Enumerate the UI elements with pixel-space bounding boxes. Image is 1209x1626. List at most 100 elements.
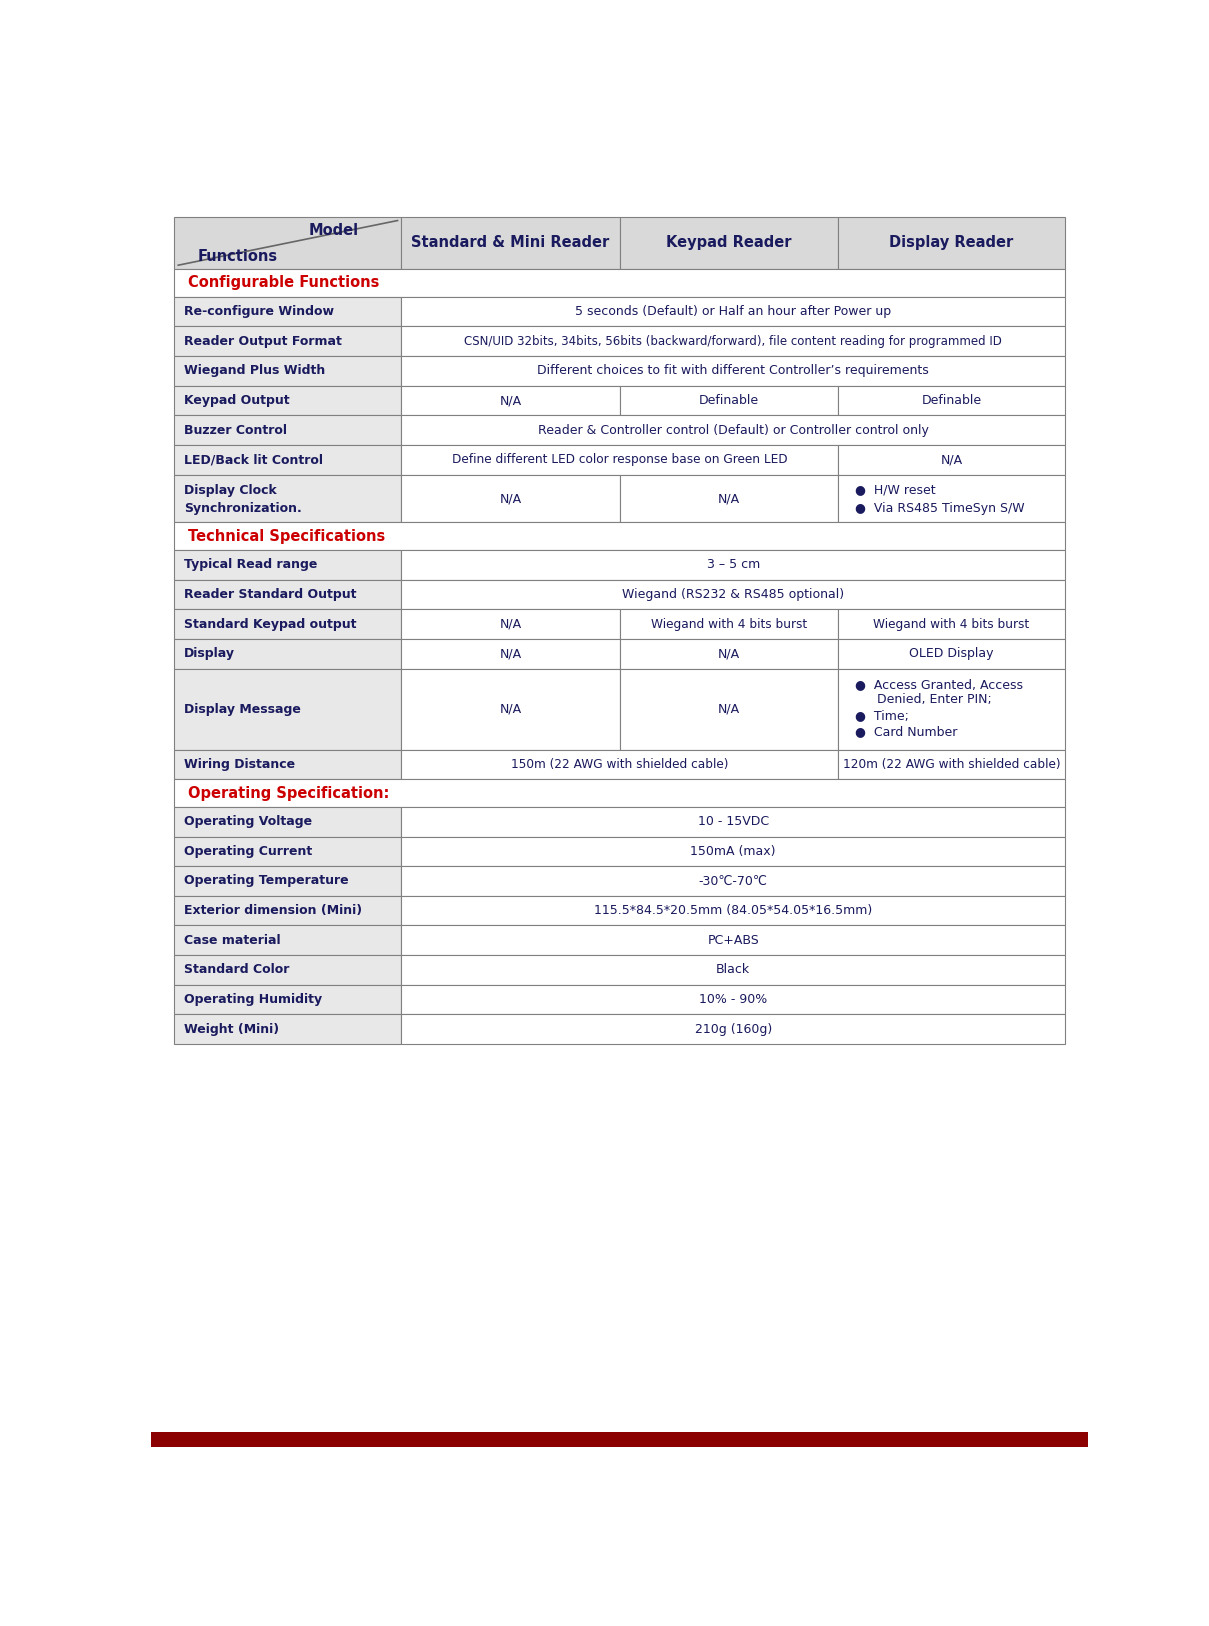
Text: Wiegand Plus Width: Wiegand Plus Width xyxy=(184,364,325,377)
Bar xyxy=(174,750,401,779)
Text: 150m (22 AWG with shielded cable): 150m (22 AWG with shielded cable) xyxy=(511,758,728,771)
Text: Synchronization.: Synchronization. xyxy=(184,501,301,514)
Bar xyxy=(401,550,1065,580)
Text: Model: Model xyxy=(308,223,358,237)
Bar xyxy=(174,954,401,985)
Bar xyxy=(401,580,1065,610)
Text: Buzzer Control: Buzzer Control xyxy=(184,424,287,437)
Text: Display Clock: Display Clock xyxy=(184,485,277,498)
Text: N/A: N/A xyxy=(499,493,521,506)
Text: Wiegand with 4 bits burst: Wiegand with 4 bits burst xyxy=(873,618,1029,631)
Bar xyxy=(838,610,1065,639)
Text: Display Reader: Display Reader xyxy=(889,236,1013,250)
Text: N/A: N/A xyxy=(718,702,740,715)
Text: ●  H/W reset: ● H/W reset xyxy=(855,483,936,496)
Text: Different choices to fit with different Controller’s requirements: Different choices to fit with different … xyxy=(537,364,929,377)
Bar xyxy=(401,356,1065,385)
Bar xyxy=(174,522,1065,550)
Bar xyxy=(174,550,401,580)
Bar xyxy=(838,385,1065,415)
Text: PC+ABS: PC+ABS xyxy=(707,933,759,946)
Text: Operating Humidity: Operating Humidity xyxy=(184,993,322,1006)
Text: Wiring Distance: Wiring Distance xyxy=(184,758,295,771)
Bar xyxy=(838,475,1065,522)
Bar xyxy=(174,1015,401,1044)
Bar xyxy=(619,216,838,268)
Text: Exterior dimension (Mini): Exterior dimension (Mini) xyxy=(184,904,361,917)
Text: ●  Via RS485 TimeSyn S/W: ● Via RS485 TimeSyn S/W xyxy=(855,501,1024,514)
Bar xyxy=(174,580,401,610)
Text: N/A: N/A xyxy=(941,454,962,467)
Bar xyxy=(174,298,401,327)
Text: Operating Specification:: Operating Specification: xyxy=(189,785,389,800)
Bar xyxy=(401,1015,1065,1044)
Text: 3 – 5 cm: 3 – 5 cm xyxy=(706,558,759,571)
Text: N/A: N/A xyxy=(499,702,521,715)
Bar xyxy=(174,867,401,896)
Text: Operating Current: Operating Current xyxy=(184,846,312,859)
Text: ●  Time;: ● Time; xyxy=(855,709,909,722)
Text: Reader Standard Output: Reader Standard Output xyxy=(184,589,357,602)
Text: 150mA (max): 150mA (max) xyxy=(690,846,776,859)
Bar xyxy=(619,610,838,639)
Bar xyxy=(174,896,401,925)
Bar xyxy=(401,867,1065,896)
Text: N/A: N/A xyxy=(718,493,740,506)
Bar xyxy=(174,836,401,867)
Bar xyxy=(401,639,620,668)
Bar xyxy=(174,268,1065,298)
Text: Re-configure Window: Re-configure Window xyxy=(184,306,334,319)
Bar xyxy=(401,610,620,639)
Bar xyxy=(401,836,1065,867)
Bar xyxy=(401,298,1065,327)
Text: Reader Output Format: Reader Output Format xyxy=(184,335,342,348)
Text: Denied, Enter PIN;: Denied, Enter PIN; xyxy=(877,693,991,706)
Bar xyxy=(619,668,838,750)
Bar xyxy=(151,1433,1088,1447)
Bar xyxy=(174,610,401,639)
Bar xyxy=(401,750,838,779)
Bar xyxy=(838,216,1065,268)
Text: N/A: N/A xyxy=(499,393,521,406)
Text: Operating Voltage: Operating Voltage xyxy=(184,815,312,828)
Bar xyxy=(174,668,401,750)
Text: -30℃-70℃: -30℃-70℃ xyxy=(699,875,768,888)
Bar xyxy=(174,925,401,954)
Bar xyxy=(174,639,401,668)
Text: Standard & Mini Reader: Standard & Mini Reader xyxy=(411,236,609,250)
Bar xyxy=(174,356,401,385)
Text: Case material: Case material xyxy=(184,933,280,946)
Text: 210g (160g): 210g (160g) xyxy=(694,1023,771,1036)
Bar xyxy=(174,806,401,836)
Bar xyxy=(401,954,1065,985)
Bar xyxy=(401,668,620,750)
Text: 120m (22 AWG with shielded cable): 120m (22 AWG with shielded cable) xyxy=(843,758,1060,771)
Text: N/A: N/A xyxy=(718,647,740,660)
Text: Wiegand (RS232 & RS485 optional): Wiegand (RS232 & RS485 optional) xyxy=(623,589,844,602)
Text: CSN/UID 32bits, 34bits, 56bits (backward/forward), file content reading for prog: CSN/UID 32bits, 34bits, 56bits (backward… xyxy=(464,335,1002,348)
Text: Define different LED color response base on Green LED: Define different LED color response base… xyxy=(452,454,787,467)
Text: Reader & Controller control (Default) or Controller control only: Reader & Controller control (Default) or… xyxy=(538,424,929,437)
Text: ●  Card Number: ● Card Number xyxy=(855,725,958,738)
Text: Black: Black xyxy=(716,964,751,977)
Text: Definable: Definable xyxy=(921,393,982,406)
Text: LED/Back lit Control: LED/Back lit Control xyxy=(184,454,323,467)
Text: ●  Access Granted, Access: ● Access Granted, Access xyxy=(855,678,1023,691)
Text: Typical Read range: Typical Read range xyxy=(184,558,317,571)
Text: N/A: N/A xyxy=(499,647,521,660)
Text: Display Message: Display Message xyxy=(184,702,301,715)
Text: Functions: Functions xyxy=(198,249,278,263)
Bar xyxy=(174,385,401,415)
Text: 5 seconds (Default) or Half an hour after Power up: 5 seconds (Default) or Half an hour afte… xyxy=(575,306,891,319)
Bar xyxy=(619,475,838,522)
Text: Operating Temperature: Operating Temperature xyxy=(184,875,348,888)
Text: Keypad Output: Keypad Output xyxy=(184,393,289,406)
Bar xyxy=(401,446,838,475)
Bar xyxy=(174,985,401,1015)
Text: OLED Display: OLED Display xyxy=(909,647,994,660)
Bar xyxy=(619,385,838,415)
Bar xyxy=(401,415,1065,446)
Bar xyxy=(174,327,401,356)
Text: Standard Color: Standard Color xyxy=(184,964,289,977)
Bar xyxy=(174,779,1065,806)
